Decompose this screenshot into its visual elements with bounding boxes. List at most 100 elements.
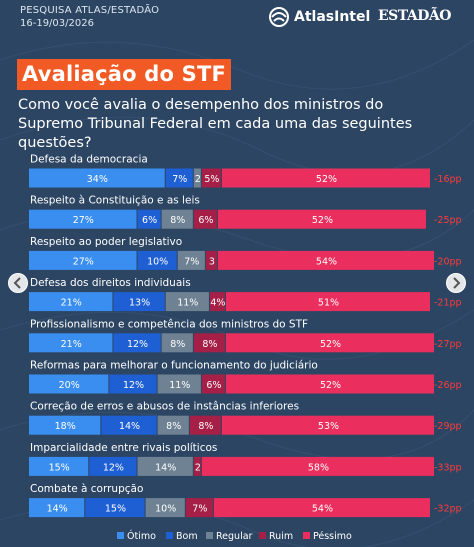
bar-ruim <box>189 415 221 435</box>
legend-label-pessimo: Péssimo <box>313 531 352 542</box>
category-label: Imparcialidade entre rivais políticos <box>30 442 217 454</box>
bar-value-label: 52% <box>320 339 341 350</box>
bar-value-label: 10% <box>155 504 176 515</box>
legend-swatch-regular <box>206 532 213 539</box>
estadao-logo: ESTADÃO <box>378 8 452 24</box>
bar-value-label: 3 <box>209 256 215 267</box>
legend-label-regular: Regular <box>216 531 253 542</box>
net-score-label: -33pp <box>434 462 462 473</box>
atlasintel-logo-icon <box>269 7 289 27</box>
chart-row: Correção de erros e abusos de instâncias… <box>29 401 462 435</box>
category-label: Correção de erros e abusos de instâncias… <box>30 401 299 413</box>
bar-value-label: 2 <box>195 462 201 473</box>
bar-value-label: 11% <box>169 380 190 391</box>
bar-regular <box>161 209 193 229</box>
bar-pessimo <box>217 209 426 229</box>
bar-regular <box>193 168 201 188</box>
bar-otimo <box>29 498 85 518</box>
bar-bom <box>137 250 177 270</box>
page-title: Avaliação do STF <box>17 59 232 90</box>
bar-value-label: 51% <box>318 298 339 309</box>
bar-value-label: 6% <box>142 215 157 226</box>
bar-value-label: 6% <box>206 380 221 391</box>
chart-row: Defesa da democracia 34% 7% 2 5% 52% -16pp <box>29 154 462 188</box>
bar-ruim <box>193 456 201 476</box>
bar-otimo <box>29 209 137 229</box>
chart-legend: Ótimo Bom Regular Ruim Péssimo <box>117 530 352 542</box>
bar-bom <box>101 415 157 435</box>
bar-regular <box>157 415 189 435</box>
bar-regular <box>177 250 205 270</box>
bar-otimo <box>29 415 101 435</box>
category-label: Respeito ao poder legislativo <box>30 236 182 248</box>
bar-ruim <box>193 209 217 229</box>
bar-otimo <box>29 456 89 476</box>
bar-bom <box>165 168 193 188</box>
bar-value-label: 12% <box>123 380 144 391</box>
bar-value-label: 5% <box>204 174 219 185</box>
bar-value-label: 52% <box>320 380 341 391</box>
chart-row: Profissionalismo e competência dos minis… <box>29 318 462 353</box>
bar-otimo <box>29 168 165 188</box>
bar-value-label: 7% <box>172 174 187 185</box>
bar-value-label: 21% <box>61 298 82 309</box>
chevron-right-icon <box>453 277 461 289</box>
bar-value-label: 54% <box>316 256 337 267</box>
chevron-left-icon <box>13 277 21 289</box>
bar-value-label: 27% <box>73 215 94 226</box>
carousel-prev-button[interactable] <box>8 273 28 293</box>
bar-bom <box>109 374 157 394</box>
bar-value-label: 15% <box>49 462 70 473</box>
bar-value-label: 18% <box>55 421 76 432</box>
survey-date: 16-19/03/2026 <box>20 18 94 29</box>
bar-otimo <box>29 292 113 312</box>
bar-value-label: 8% <box>202 339 217 350</box>
net-score-label: -27pp <box>434 339 462 350</box>
bar-ruim <box>205 250 217 270</box>
category-label: Defesa da democracia <box>30 154 148 166</box>
bar-regular <box>137 456 193 476</box>
bar-ruim <box>201 374 225 394</box>
bar-otimo <box>29 250 137 270</box>
bar-value-label: 7% <box>184 256 199 267</box>
bar-value-label: 8% <box>170 339 185 350</box>
bar-value-label: 20% <box>59 380 80 391</box>
bar-otimo <box>29 374 109 394</box>
bar-value-label: 52% <box>312 215 333 226</box>
net-score-label: -21pp <box>434 298 462 309</box>
bar-pessimo <box>225 374 435 394</box>
bar-bom <box>137 209 161 229</box>
category-label: Defesa dos direitos individuais <box>30 277 191 289</box>
bar-bom <box>113 292 165 312</box>
bar-value-label: 52% <box>316 174 337 185</box>
bar-otimo <box>29 333 113 353</box>
bar-pessimo <box>225 333 435 353</box>
bar-bom <box>89 456 137 476</box>
carousel-next-button[interactable] <box>446 273 466 293</box>
chart-row: Respeito à Constituição e as leis 27% 6% 8%… <box>29 195 462 229</box>
bar-value-label: 4% <box>210 298 225 309</box>
chart-row: Imparcialidade entre rivais políticos 15%… <box>29 442 462 476</box>
legend-swatch-bom <box>166 532 173 539</box>
bar-bom <box>85 498 145 518</box>
bar-bom <box>113 333 161 353</box>
bar-pessimo <box>201 456 435 476</box>
net-score-label: -20pp <box>434 256 462 267</box>
bar-value-label: 14% <box>155 462 176 473</box>
bar-value-label: 34% <box>87 174 108 185</box>
chart-row: Respeito ao poder legislativo 27% 10% 7% 3 54… <box>29 236 462 270</box>
bar-regular <box>161 333 193 353</box>
bar-regular <box>165 292 209 312</box>
bar-pessimo <box>221 415 435 435</box>
bar-value-label: 27% <box>73 256 94 267</box>
chart-row: Reformas para melhorar o funcionamento d… <box>29 360 462 394</box>
legend-swatch-ruim <box>259 532 266 539</box>
bar-value-label: 2 <box>195 174 201 185</box>
bar-regular <box>145 498 185 518</box>
bar-pessimo <box>225 292 430 312</box>
category-label: Respeito à Constituição e as leis <box>30 195 200 207</box>
net-score-label: -25pp <box>434 215 462 226</box>
bar-ruim <box>209 292 225 312</box>
legend-label-otimo: Ótimo <box>127 530 156 542</box>
